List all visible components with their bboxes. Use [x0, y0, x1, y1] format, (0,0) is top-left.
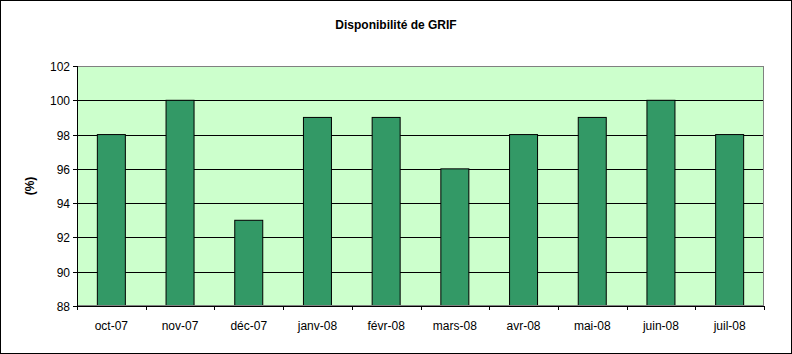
- bar: [578, 117, 606, 306]
- x-tick: [77, 306, 78, 310]
- plot-frame: [78, 67, 764, 306]
- y-tick: [73, 272, 77, 273]
- y-axis-line: [77, 66, 78, 306]
- x-tick-label: oct-07: [95, 319, 129, 333]
- x-tick: [146, 306, 147, 310]
- bar: [235, 220, 263, 306]
- bar: [303, 117, 331, 306]
- x-tick-label: avr-08: [507, 319, 541, 333]
- bars: [97, 100, 743, 306]
- y-tick-label: 90: [57, 266, 71, 280]
- x-tick: [558, 306, 559, 310]
- y-tick-label: 94: [57, 197, 71, 211]
- x-tick-label: janv-08: [297, 319, 338, 333]
- x-tick-label: nov-07: [162, 319, 199, 333]
- x-tick: [214, 306, 215, 310]
- y-tick-label: 96: [57, 163, 71, 177]
- y-tick-label: 100: [50, 94, 70, 108]
- y-tick-label: 92: [57, 231, 71, 245]
- bar: [716, 135, 744, 306]
- y-tick: [73, 66, 77, 67]
- bar: [441, 169, 469, 306]
- x-tick-label: juil-08: [713, 319, 746, 333]
- x-tick-label: mai-08: [574, 319, 611, 333]
- chart-svg: 88 90 92 94 96 98 100 102 oct-07 nov-07 déc-07 janv…: [0, 0, 792, 354]
- x-tick: [283, 306, 284, 310]
- x-tick: [627, 306, 628, 310]
- x-tick: [764, 306, 765, 310]
- y-tick: [73, 203, 77, 204]
- y-tick: [73, 306, 77, 307]
- x-axis-line: [77, 306, 764, 307]
- y-tick: [73, 135, 77, 136]
- grid-line: [77, 306, 764, 307]
- y-tick: [73, 237, 77, 238]
- x-tick-label: juin-08: [642, 319, 679, 333]
- bar: [97, 135, 125, 306]
- x-tick-label: mars-08: [433, 319, 477, 333]
- y-tick: [73, 100, 77, 101]
- bar: [510, 135, 538, 306]
- chart-title: Disponibilité de GRIF: [335, 18, 456, 32]
- bar: [166, 100, 194, 306]
- bar: [372, 117, 400, 306]
- plot-area: [77, 66, 764, 306]
- y-axis-label: (%): [23, 177, 37, 196]
- y-tick-label: 88: [57, 300, 71, 314]
- y-tick-label: 98: [57, 129, 71, 143]
- y-tick-label: 102: [50, 60, 70, 74]
- x-tick-label: févr-08: [367, 319, 405, 333]
- x-tick: [421, 306, 422, 310]
- bar: [647, 100, 675, 306]
- chart-container: 88 90 92 94 96 98 100 102 oct-07 nov-07 déc-07 janv…: [0, 0, 792, 354]
- x-tick: [489, 306, 490, 310]
- y-tick: [73, 169, 77, 170]
- x-tick: [695, 306, 696, 310]
- x-tick-label: déc-07: [230, 319, 267, 333]
- chart-border: [1, 1, 792, 354]
- x-tick: [352, 306, 353, 310]
